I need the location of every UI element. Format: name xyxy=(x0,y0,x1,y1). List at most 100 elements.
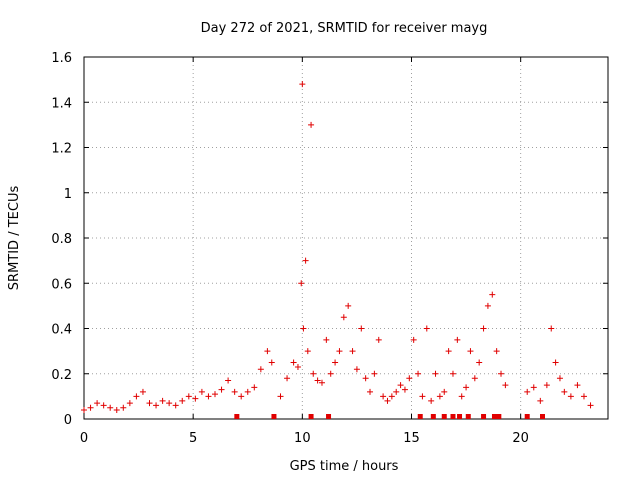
data-point xyxy=(185,393,192,400)
data-point xyxy=(367,388,374,395)
gap-marker xyxy=(441,414,447,419)
data-point xyxy=(471,375,478,382)
data-point xyxy=(423,325,430,332)
data-point xyxy=(268,359,275,366)
gap-marker xyxy=(308,414,314,419)
data-point xyxy=(172,402,179,409)
data-point xyxy=(298,280,305,287)
data-point xyxy=(159,397,166,404)
y-tick-label: 1.6 xyxy=(51,51,72,66)
data-point xyxy=(415,370,422,377)
y-tick-label: 0.4 xyxy=(51,323,72,338)
data-point xyxy=(543,382,550,389)
data-point xyxy=(308,121,315,128)
data-point xyxy=(567,393,574,400)
data-point xyxy=(284,375,291,382)
data-point xyxy=(432,370,439,377)
data-point xyxy=(353,366,360,373)
data-point xyxy=(133,393,140,400)
data-point xyxy=(323,336,330,343)
data-point xyxy=(345,302,352,309)
data-point xyxy=(100,402,107,409)
data-point xyxy=(552,359,559,366)
data-point xyxy=(580,393,587,400)
data-point xyxy=(484,302,491,309)
data-point xyxy=(401,386,408,393)
data-point xyxy=(561,388,568,395)
data-point xyxy=(277,393,284,400)
plot-frame xyxy=(83,56,609,420)
data-point xyxy=(294,363,301,370)
data-point xyxy=(251,384,258,391)
data-point xyxy=(225,377,232,384)
data-point xyxy=(493,348,500,355)
data-point xyxy=(428,397,435,404)
data-point xyxy=(476,359,483,366)
data-point xyxy=(548,325,555,332)
x-axis-label: GPS time / hours xyxy=(290,459,399,474)
data-point xyxy=(524,388,531,395)
data-point xyxy=(410,336,417,343)
data-point xyxy=(463,384,470,391)
data-point xyxy=(458,393,465,400)
data-point xyxy=(299,81,306,88)
data-point xyxy=(146,400,153,407)
data-point xyxy=(113,406,120,413)
data-point xyxy=(489,291,496,298)
x-tick-label: 15 xyxy=(403,431,420,446)
data-point xyxy=(340,314,347,321)
data-point xyxy=(304,348,311,355)
data-point xyxy=(192,395,199,402)
data-point xyxy=(310,370,317,377)
data-point xyxy=(480,325,487,332)
data-point xyxy=(498,370,505,377)
data-point xyxy=(179,397,186,404)
gap-markers xyxy=(234,414,545,419)
y-tick-label: 0 xyxy=(64,413,72,428)
gap-marker xyxy=(326,414,332,419)
y-tick-label: 1.4 xyxy=(51,96,72,111)
data-point xyxy=(502,382,509,389)
gap-marker xyxy=(524,414,530,419)
data-point xyxy=(318,379,325,386)
data-point xyxy=(556,375,563,382)
data-point xyxy=(126,400,133,407)
data-point xyxy=(371,370,378,377)
axis-ticks: 0 5 10 15 20 0 0.2 0.4 0.6 0.8 1 1.2 1.4 1.6 xyxy=(51,51,608,446)
y-tick-label: 0.2 xyxy=(51,368,72,383)
gap-marker xyxy=(234,414,240,419)
data-point xyxy=(153,402,160,409)
data-point xyxy=(332,359,339,366)
data-point xyxy=(454,336,461,343)
gap-marker xyxy=(457,414,463,419)
data-point xyxy=(406,375,413,382)
data-point xyxy=(257,366,264,373)
data-point xyxy=(574,382,581,389)
gap-marker xyxy=(481,414,487,419)
data-point xyxy=(264,348,271,355)
data-point xyxy=(198,388,205,395)
data-point xyxy=(218,386,225,393)
data-point xyxy=(388,393,395,400)
gap-marker xyxy=(450,414,456,419)
gap-marker xyxy=(417,414,423,419)
data-point xyxy=(244,388,251,395)
y-tick-label: 1.2 xyxy=(51,142,72,157)
y-tick-label: 0.8 xyxy=(51,232,72,247)
y-axis-label: SRMTID / TECUs xyxy=(7,186,22,291)
y-tick-label: 1 xyxy=(64,187,72,202)
data-point xyxy=(375,336,382,343)
data-point xyxy=(212,391,218,398)
data-point xyxy=(449,370,456,377)
data-point xyxy=(530,384,537,391)
gap-marker xyxy=(496,414,502,419)
gap-marker xyxy=(540,414,545,419)
data-point xyxy=(290,359,297,366)
data-point xyxy=(120,404,127,411)
x-tick-label: 10 xyxy=(294,431,311,446)
x-tick-label: 0 xyxy=(80,431,88,446)
data-point xyxy=(587,402,594,409)
data-point xyxy=(445,348,452,355)
data-point xyxy=(393,388,400,395)
